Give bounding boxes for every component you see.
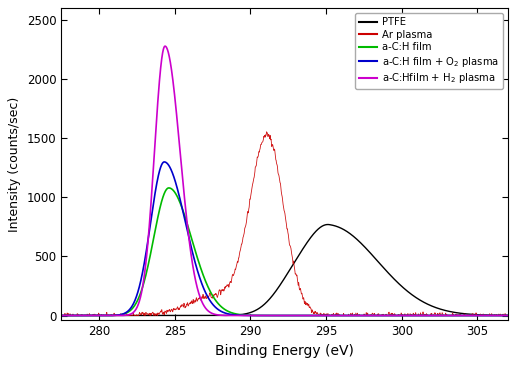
X-axis label: Binding Energy (eV): Binding Energy (eV) <box>215 344 354 358</box>
Y-axis label: Intensity (counts/sec): Intensity (counts/sec) <box>8 97 21 232</box>
Legend: PTFE, Ar plasma, a-C:H film, a-C:H film + O$_2$ plasma, a-C:Hfilm + H$_2$ plasma: PTFE, Ar plasma, a-C:H film, a-C:H film … <box>354 13 503 89</box>
